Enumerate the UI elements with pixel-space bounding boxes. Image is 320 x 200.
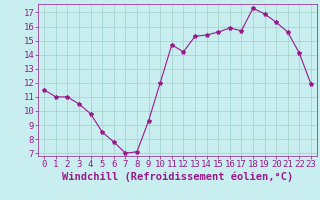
X-axis label: Windchill (Refroidissement éolien,°C): Windchill (Refroidissement éolien,°C) [62, 172, 293, 182]
